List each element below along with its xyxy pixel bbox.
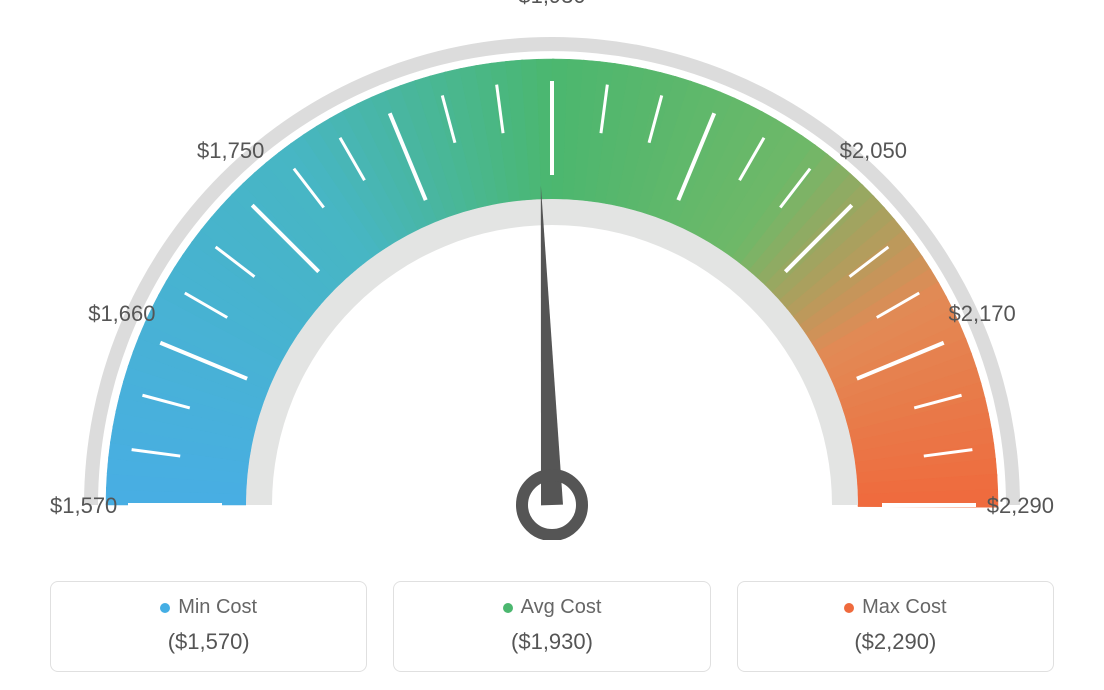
- legend-label: Avg Cost: [521, 596, 602, 619]
- legend-label: Min Cost: [178, 596, 257, 619]
- tick-label: $2,050: [840, 138, 907, 163]
- tick-label: $1,660: [88, 301, 155, 326]
- legend-box-max: Max Cost ($2,290): [737, 581, 1054, 672]
- legend-value: ($1,930): [404, 629, 699, 655]
- dot-icon: [503, 603, 513, 613]
- dot-icon: [160, 603, 170, 613]
- legend-value: ($1,570): [61, 629, 356, 655]
- gauge-chart-container: $1,570 $1,660 $1,750 $1,930 $2,050 $2,170 $2,2…: [0, 0, 1104, 690]
- legend-row: Min Cost ($1,570) Avg Cost ($1,930) Max …: [50, 581, 1054, 672]
- legend-value: ($2,290): [748, 629, 1043, 655]
- tick-label: $1,570: [50, 493, 117, 518]
- legend-label: Max Cost: [862, 596, 946, 619]
- needle: [541, 185, 563, 505]
- tick-label: $1,930: [518, 0, 585, 8]
- legend-title-min: Min Cost: [160, 596, 257, 619]
- tick-label: $1,750: [197, 138, 264, 163]
- gauge-svg: $1,570 $1,660 $1,750 $1,930 $2,050 $2,170 $2,2…: [0, 0, 1104, 540]
- legend-box-min: Min Cost ($1,570): [50, 581, 367, 672]
- legend-title-max: Max Cost: [844, 596, 946, 619]
- tick-label: $2,290: [987, 493, 1054, 518]
- legend-title-avg: Avg Cost: [503, 596, 602, 619]
- tick-label: $2,170: [948, 301, 1015, 326]
- gauge-area: $1,570 $1,660 $1,750 $1,930 $2,050 $2,170 $2,2…: [0, 0, 1104, 540]
- legend-box-avg: Avg Cost ($1,930): [393, 581, 710, 672]
- dot-icon: [844, 603, 854, 613]
